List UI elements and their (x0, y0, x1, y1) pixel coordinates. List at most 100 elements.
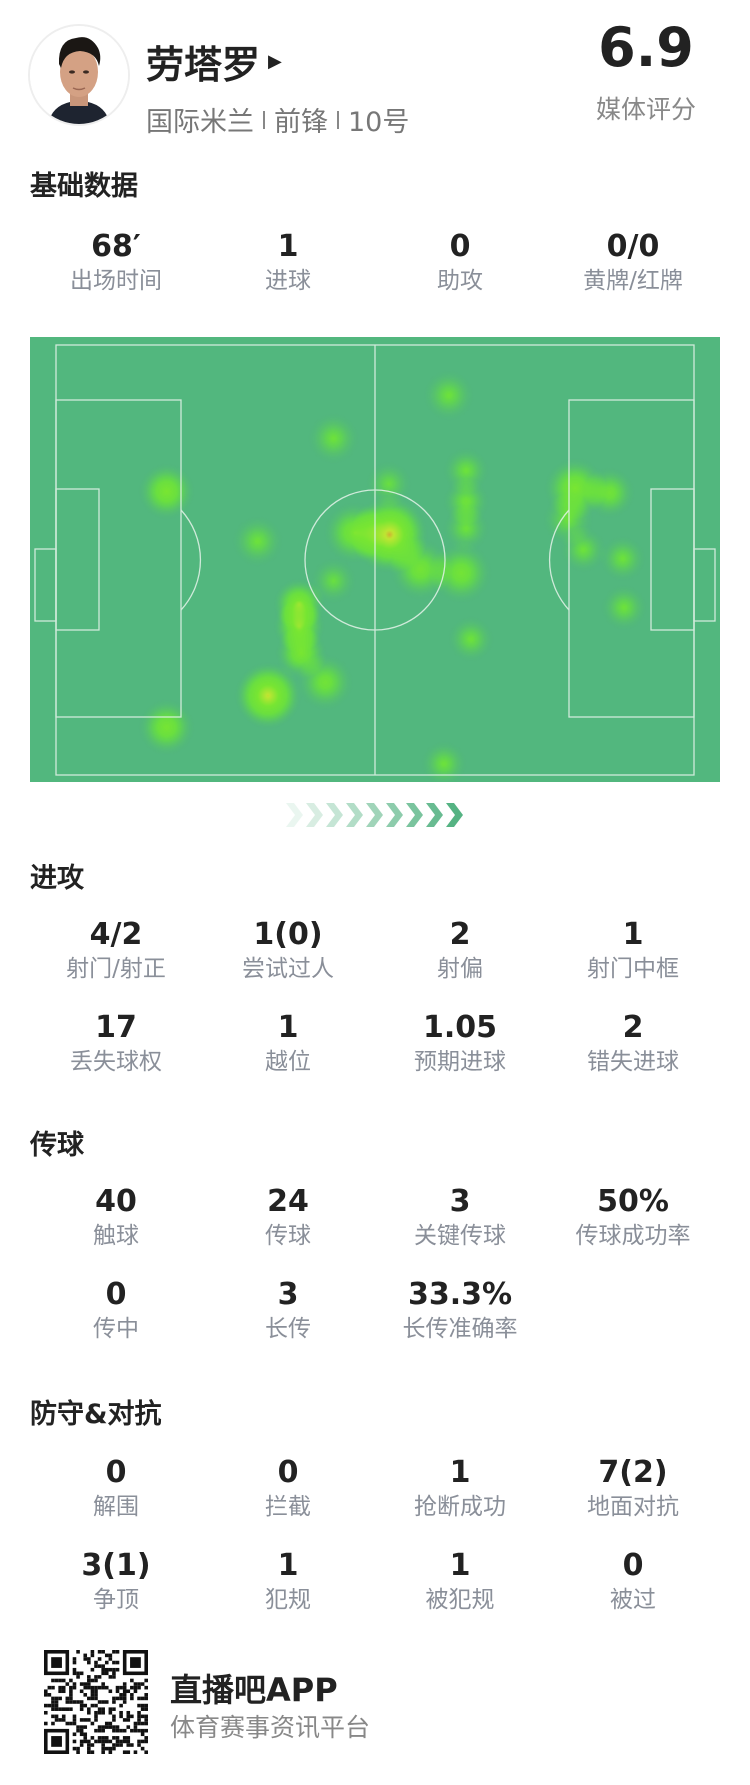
stat-value: 7(2) (598, 1455, 668, 1490)
stat-label: 关键传球 (414, 1223, 506, 1249)
stat-value: 0 (105, 1277, 127, 1312)
stat-label: 进球 (265, 268, 311, 294)
stat-value: 0 (449, 229, 471, 264)
caret-right-icon: ▶ (268, 51, 282, 72)
pitch-lines (34, 344, 716, 776)
stat-label: 丢失球权 (70, 1049, 162, 1075)
stat-passing: 3 长传 (202, 1277, 374, 1345)
stat-label: 传球成功率 (575, 1223, 691, 1249)
stat-passing: 50% 传球成功率 (547, 1184, 719, 1252)
stat-attack: 2 错失进球 (547, 1010, 719, 1078)
stat-label: 黄牌/红牌 (583, 268, 683, 294)
stat-attack: 1(0) 尝试过人 (202, 917, 374, 985)
player-position: 前锋 (274, 107, 328, 138)
section-title-passing: 传球 (30, 1130, 84, 1161)
stat-value: 2 (449, 917, 471, 952)
chevron-right-icon (426, 803, 443, 827)
stat-defense: 3(1) 争顶 (30, 1548, 202, 1616)
stat-value: 1 (622, 917, 644, 952)
stat-defense: 7(2) 地面对抗 (547, 1455, 719, 1523)
divider (263, 110, 265, 129)
player-photo (30, 26, 128, 124)
stat-value: 0/0 (606, 229, 660, 264)
stat-defense: 1 抢断成功 (374, 1455, 546, 1523)
stat-label: 预期进球 (414, 1049, 506, 1075)
stat-label: 争顶 (93, 1587, 139, 1613)
chevron-right-icon (366, 803, 383, 827)
media-rating: 6.9 (598, 16, 694, 79)
stat-value: 1 (277, 229, 299, 264)
stat-label: 传中 (93, 1316, 139, 1342)
stat-value: 1(0) (253, 917, 323, 952)
stat-label: 长传 (265, 1316, 311, 1342)
stat-label: 助攻 (437, 268, 483, 294)
chevron-right-icon (406, 803, 423, 827)
player-avatar[interactable] (28, 24, 130, 126)
stat-label: 长传准确率 (402, 1316, 518, 1342)
section-title-basic: 基础数据 (30, 171, 138, 202)
stat-value: 1 (449, 1548, 471, 1583)
stat-value: 2 (622, 1010, 644, 1045)
stat-basic: 68′ 出场时间 (30, 229, 202, 297)
chevron-right-icon (446, 803, 463, 827)
media-rating-label: 媒体评分 (595, 95, 696, 124)
stat-label: 地面对抗 (587, 1494, 679, 1520)
stat-value: 1 (277, 1010, 299, 1045)
stat-passing: 0 传中 (30, 1277, 202, 1345)
stat-attack: 1.05 预期进球 (374, 1010, 546, 1078)
chevron-right-icon (326, 803, 343, 827)
stat-value: 50% (597, 1184, 669, 1219)
stat-value: 3 (277, 1277, 299, 1312)
stat-passing: 40 触球 (30, 1184, 202, 1252)
stat-value: 33.3% (407, 1277, 513, 1312)
player-name-link[interactable]: 劳塔罗 ▶ (146, 34, 282, 89)
stat-defense: 0 拦截 (202, 1455, 374, 1523)
stat-attack: 1 射门中框 (547, 917, 719, 985)
app-tagline: 体育赛事资讯平台 (170, 1713, 371, 1742)
stat-label: 被犯规 (425, 1587, 495, 1613)
stat-label: 射偏 (437, 956, 483, 982)
stat-value: 17 (95, 1010, 137, 1045)
app-name: 直播吧APP (170, 1671, 338, 1709)
stat-label: 犯规 (265, 1587, 311, 1613)
stat-value: 68′ (91, 229, 141, 264)
stat-defense: 1 被犯规 (374, 1548, 546, 1616)
stat-attack: 17 丢失球权 (30, 1010, 202, 1078)
stat-basic: 0/0 黄牌/红牌 (547, 229, 719, 297)
stat-value: 0 (105, 1455, 127, 1490)
stat-defense: 0 被过 (547, 1548, 719, 1616)
stat-label: 射门中框 (587, 956, 679, 982)
heatmap-pitch (30, 337, 720, 782)
stat-value: 40 (95, 1184, 137, 1219)
stat-attack: 2 射偏 (374, 917, 546, 985)
stat-basic: 0 助攻 (374, 229, 546, 297)
stat-value: 0 (622, 1548, 644, 1583)
stat-label: 射门/射正 (66, 956, 166, 982)
stat-basic: 1 进球 (202, 229, 374, 297)
stat-defense: 0 解围 (30, 1455, 202, 1523)
stat-attack: 4/2 射门/射正 (30, 917, 202, 985)
chevron-right-icon (346, 803, 363, 827)
stat-label: 越位 (265, 1049, 311, 1075)
stat-label: 错失进球 (587, 1049, 679, 1075)
player-info: 国际米兰 前锋 10号 (146, 100, 409, 139)
stat-label: 传球 (265, 1223, 311, 1249)
chevron-right-icon (386, 803, 403, 827)
stat-label: 尝试过人 (242, 956, 334, 982)
stat-value: 3 (449, 1184, 471, 1219)
stat-label: 解围 (93, 1494, 139, 1520)
stat-value: 1 (449, 1455, 471, 1490)
stat-value: 24 (267, 1184, 309, 1219)
stat-label: 被过 (610, 1587, 656, 1613)
player-name: 劳塔罗 (146, 43, 261, 87)
stat-label: 触球 (93, 1223, 139, 1249)
stat-value: 1 (277, 1548, 299, 1583)
player-team: 国际米兰 (146, 107, 254, 138)
stat-label: 出场时间 (70, 268, 162, 294)
qr-code (44, 1650, 148, 1754)
player-number: 10号 (348, 107, 410, 138)
stat-passing: 33.3% 长传准确率 (374, 1277, 546, 1345)
chevron-right-icon (306, 803, 323, 827)
stat-label: 抢断成功 (414, 1494, 506, 1520)
chevron-right-icon (286, 803, 303, 827)
